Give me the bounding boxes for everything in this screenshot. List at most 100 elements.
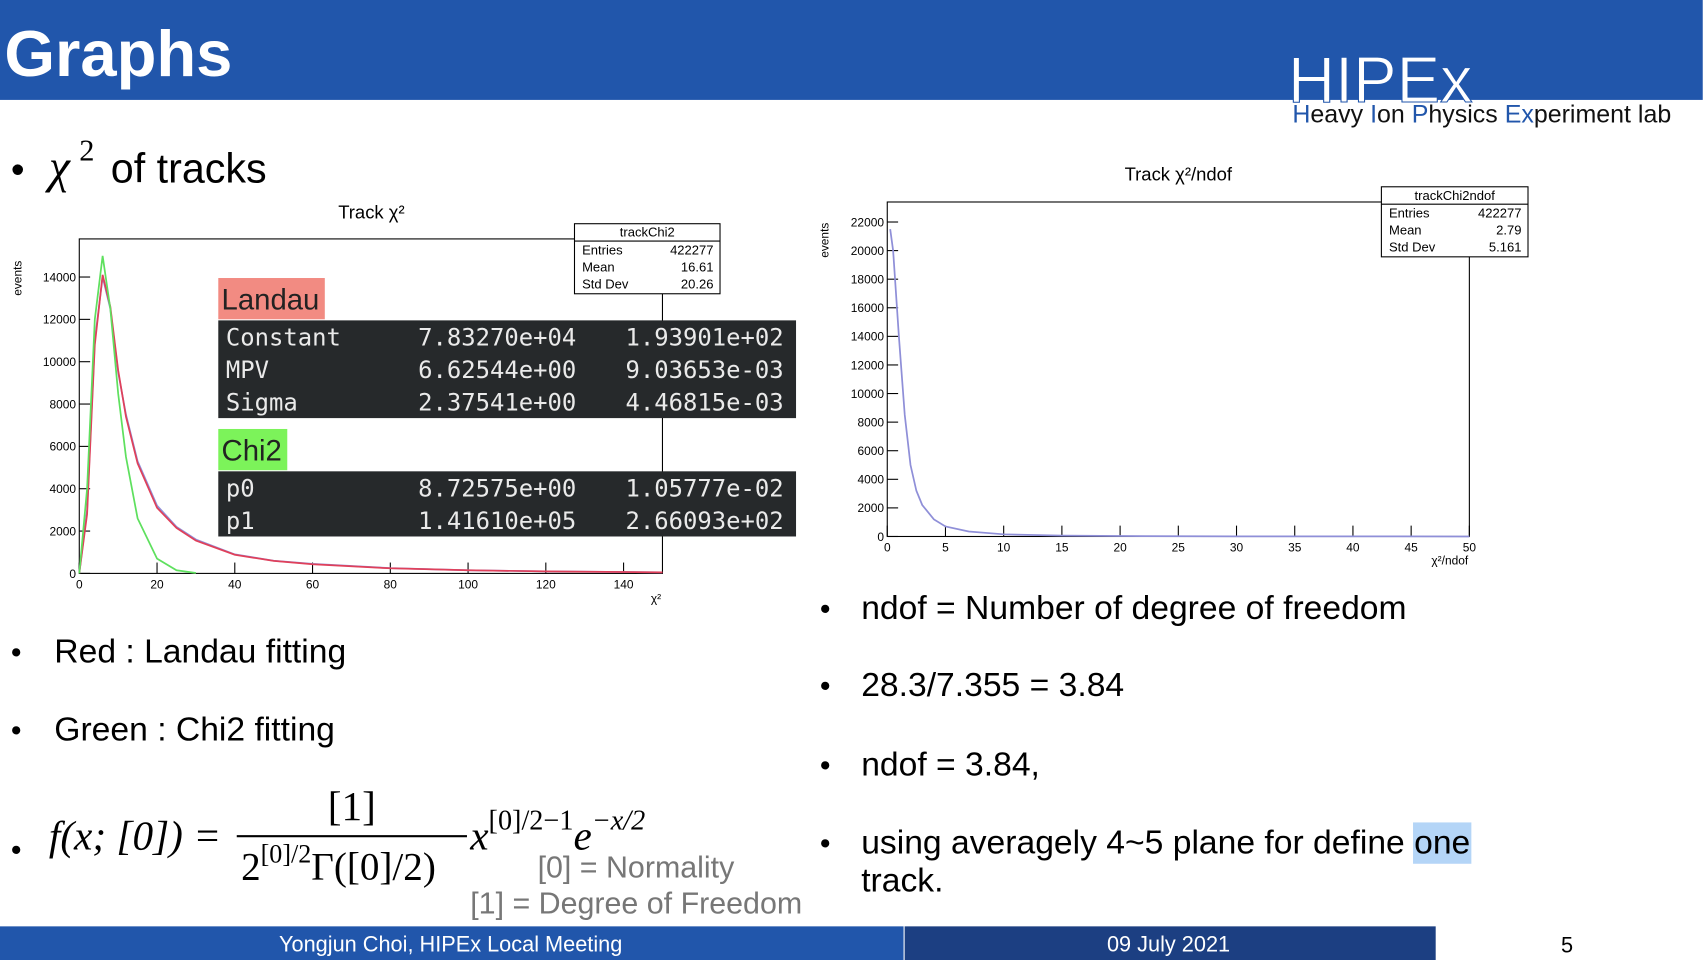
fit-cell: p1 xyxy=(226,507,255,535)
x-tick-label: 120 xyxy=(536,578,556,592)
x-tick-label: 20 xyxy=(1113,541,1127,555)
lab-part: I xyxy=(1370,101,1377,129)
fit-label: Landau xyxy=(222,284,320,317)
base: x xyxy=(469,812,488,858)
bullet: • xyxy=(11,635,22,669)
y-tick-label: 0 xyxy=(69,567,76,581)
x-tick-label: 40 xyxy=(228,578,242,592)
bullet-text: ndof = 3.84, xyxy=(861,746,1040,783)
footer-date: 09 July 2021 xyxy=(1107,931,1230,956)
footer-middle xyxy=(904,926,1436,961)
stats-box xyxy=(573,223,721,295)
x-tick-label: 5 xyxy=(942,541,949,555)
lab-part: P xyxy=(1412,101,1429,129)
data-line xyxy=(78,274,663,574)
lab-part: Ex xyxy=(1505,101,1535,129)
y-tick-label: 10000 xyxy=(851,387,885,401)
bullet: • xyxy=(11,714,22,748)
x-tick-label: 25 xyxy=(1172,541,1186,555)
x-tick-label: 15 xyxy=(1055,541,1069,555)
fit-cell: Sigma xyxy=(226,389,298,417)
lab-part: hysics xyxy=(1428,101,1504,129)
stats-label: Mean xyxy=(1389,223,1422,238)
y-tick-label: 18000 xyxy=(851,273,885,287)
data-line xyxy=(889,229,1470,538)
x-tick-label: 40 xyxy=(1346,541,1360,555)
stats-value: 422277 xyxy=(1478,206,1521,221)
highlighted-text: one xyxy=(1414,825,1470,862)
x-tick-label: 20 xyxy=(150,578,164,592)
formula-note: [0] = Normality xyxy=(538,850,736,884)
base: e xyxy=(573,812,591,858)
x-tick-label: 140 xyxy=(614,578,634,592)
fit-cell: 1.41610e+05 xyxy=(418,507,576,535)
y-tick-label: 6000 xyxy=(49,440,76,454)
text-highlight xyxy=(1413,822,1472,864)
exponent: [0]/2−1 xyxy=(489,806,574,837)
lab-part: periment lab xyxy=(1534,101,1671,129)
bullet-text: track. xyxy=(861,863,943,900)
fit-cell: MPV xyxy=(226,356,269,384)
lab-part: on xyxy=(1377,101,1412,129)
y-tick-label: 14000 xyxy=(851,330,885,344)
y-tick-label: 20000 xyxy=(851,244,885,258)
chi-symbol: χ xyxy=(45,140,71,193)
y-tick-label: 16000 xyxy=(851,301,885,315)
bullet: • xyxy=(820,827,831,861)
fit-label-bg xyxy=(218,278,325,320)
stats-label: Std Dev xyxy=(582,276,629,291)
fit-table xyxy=(218,320,797,419)
bullet-text: Green : Chi2 fitting xyxy=(54,712,335,749)
bullet: • xyxy=(11,833,22,867)
x-tick-label: 0 xyxy=(884,541,891,555)
y-tick-label: 22000 xyxy=(851,215,885,229)
stats-value: 422277 xyxy=(670,243,713,258)
footer-text: Yongjun Choi, HIPEx Local Meeting xyxy=(279,931,622,956)
bullet-text: 28.3/7.355 = 3.84 xyxy=(861,667,1124,704)
y-tick-label: 12000 xyxy=(43,313,77,327)
chart: Track χ² events χ² 0 2000 4000 6000 8000 10000 12… xyxy=(11,201,797,606)
bullet-text: Red : Landau fitting xyxy=(54,633,346,670)
y-tick-label: 8000 xyxy=(49,397,76,411)
x-tick-label: 80 xyxy=(384,578,398,592)
lab-part: eavy xyxy=(1310,101,1370,129)
y-tick-label: 0 xyxy=(877,530,884,544)
footer-left xyxy=(0,926,904,961)
chart-title: Track χ²/ndof xyxy=(1125,163,1233,184)
bullet: • xyxy=(11,148,25,191)
lab-part: H xyxy=(1292,101,1310,129)
bullet-text: ndof = Number of degree of freedom xyxy=(861,590,1406,627)
stats-value: 16.61 xyxy=(681,260,714,275)
slide-title: Graphs xyxy=(4,17,232,90)
fit-cell: 9.03653e-03 xyxy=(626,356,784,384)
y-tick-label: 8000 xyxy=(857,415,884,429)
x-tick-label: 30 xyxy=(1230,541,1244,555)
bullet-text: using averagely 4~5 plane for define one xyxy=(861,825,1470,862)
formula-note: [1] = Degree of Freedom xyxy=(470,886,802,920)
y-tick-label: 2000 xyxy=(857,501,884,515)
x-tick-label: 60 xyxy=(306,578,320,592)
stats-value: 20.26 xyxy=(681,276,714,291)
stats-value: 2.79 xyxy=(1496,223,1521,238)
formula: f(x; [0]) = [1] 2[0]/2Γ([0]/2) x[0]/2−1e… xyxy=(49,783,645,889)
chart: Track χ²/ndof events χ²/ndof 0 2000 4000 6000 8… xyxy=(818,163,1529,568)
text: using averagely 4~5 plane for define xyxy=(861,825,1414,862)
y-tick-label: 6000 xyxy=(857,444,884,458)
x-axis-label: χ²/ndof xyxy=(1431,554,1468,568)
formula-numerator: [1] xyxy=(328,783,376,829)
heading: of tracks xyxy=(111,145,267,191)
y-tick-label: 2000 xyxy=(49,524,76,538)
bullet: • xyxy=(820,748,831,782)
logo: HIPEx xyxy=(1288,43,1473,116)
fit-cell: 4.46815e-03 xyxy=(626,389,784,417)
chart-title: Track χ² xyxy=(338,201,404,222)
fit-cell: 6.62544e+00 xyxy=(418,356,576,384)
stats-title: trackChi2ndof xyxy=(1415,188,1496,203)
exponent: [0]/2 xyxy=(261,839,312,868)
formula-denominator: 2[0]/2Γ([0]/2) xyxy=(241,839,436,888)
fit-cell: 7.83270e+04 xyxy=(418,323,576,351)
y-tick-label: 14000 xyxy=(43,270,77,284)
stats-label: Entries xyxy=(582,243,623,258)
